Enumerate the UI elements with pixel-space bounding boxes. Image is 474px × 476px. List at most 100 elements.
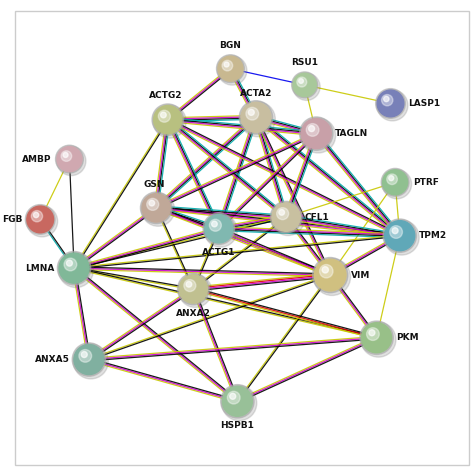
Circle shape	[392, 228, 398, 234]
Circle shape	[154, 106, 182, 134]
Circle shape	[376, 89, 405, 119]
Circle shape	[272, 202, 304, 236]
Circle shape	[149, 200, 155, 206]
Circle shape	[186, 281, 192, 287]
Circle shape	[222, 386, 253, 416]
Circle shape	[218, 56, 247, 85]
Circle shape	[301, 118, 336, 153]
Circle shape	[377, 90, 408, 121]
Text: ANXA2: ANXA2	[176, 308, 211, 317]
Circle shape	[272, 203, 301, 231]
Text: LASP1: LASP1	[408, 99, 440, 108]
Circle shape	[205, 215, 233, 243]
Circle shape	[204, 214, 237, 247]
Circle shape	[384, 220, 419, 255]
Circle shape	[270, 201, 302, 233]
Circle shape	[366, 327, 379, 340]
Circle shape	[140, 192, 172, 224]
Circle shape	[230, 393, 236, 399]
Circle shape	[142, 194, 170, 222]
Circle shape	[26, 205, 55, 234]
Circle shape	[74, 345, 104, 375]
Text: LMNA: LMNA	[25, 264, 55, 273]
Text: TPM2: TPM2	[419, 231, 447, 240]
Circle shape	[360, 321, 393, 355]
Circle shape	[57, 147, 82, 172]
Circle shape	[369, 330, 375, 336]
Circle shape	[79, 349, 91, 362]
Circle shape	[312, 258, 348, 293]
Circle shape	[72, 343, 106, 376]
Circle shape	[246, 108, 259, 120]
Circle shape	[179, 275, 208, 303]
Circle shape	[248, 109, 254, 115]
Circle shape	[221, 385, 254, 418]
Text: ANXA5: ANXA5	[35, 355, 70, 364]
Circle shape	[297, 77, 307, 87]
Circle shape	[211, 221, 217, 227]
Circle shape	[152, 104, 183, 136]
Circle shape	[61, 151, 72, 161]
Circle shape	[58, 252, 93, 288]
Circle shape	[362, 323, 392, 353]
Circle shape	[27, 206, 58, 237]
Circle shape	[361, 322, 396, 357]
Text: BGN: BGN	[219, 41, 241, 50]
Circle shape	[279, 209, 284, 215]
Text: ACTA2: ACTA2	[240, 89, 272, 98]
Circle shape	[292, 72, 318, 98]
Circle shape	[224, 62, 229, 67]
Circle shape	[387, 174, 397, 185]
Circle shape	[389, 176, 394, 181]
Circle shape	[381, 169, 409, 196]
Text: GSN: GSN	[143, 180, 164, 189]
Circle shape	[377, 90, 404, 117]
Circle shape	[319, 265, 333, 278]
Circle shape	[210, 219, 221, 231]
Circle shape	[218, 56, 243, 81]
Circle shape	[217, 55, 245, 82]
Text: AMBP: AMBP	[22, 155, 52, 164]
Circle shape	[390, 226, 402, 238]
Circle shape	[299, 79, 303, 83]
Text: PTRF: PTRF	[413, 178, 438, 187]
Circle shape	[314, 259, 346, 291]
Circle shape	[158, 110, 170, 122]
Circle shape	[147, 198, 159, 210]
Circle shape	[385, 221, 415, 251]
Circle shape	[63, 152, 68, 158]
Circle shape	[241, 102, 271, 132]
Circle shape	[33, 212, 39, 218]
Text: FGB: FGB	[2, 215, 23, 224]
Circle shape	[66, 260, 73, 266]
Circle shape	[301, 119, 331, 149]
Circle shape	[277, 208, 289, 219]
Circle shape	[313, 258, 351, 296]
Circle shape	[383, 219, 417, 252]
Circle shape	[383, 170, 408, 195]
Circle shape	[59, 253, 89, 283]
Circle shape	[382, 95, 393, 106]
Circle shape	[309, 126, 315, 131]
Circle shape	[383, 169, 411, 199]
Circle shape	[240, 102, 275, 137]
Circle shape	[161, 112, 166, 118]
Circle shape	[239, 101, 273, 134]
Text: ACTG1: ACTG1	[202, 248, 236, 257]
Circle shape	[222, 60, 233, 71]
Circle shape	[81, 352, 87, 357]
Circle shape	[222, 386, 257, 421]
Text: CFL1: CFL1	[305, 213, 329, 222]
Circle shape	[31, 210, 43, 222]
Circle shape	[203, 213, 235, 245]
Circle shape	[73, 344, 109, 379]
Circle shape	[383, 96, 389, 102]
Circle shape	[293, 73, 320, 100]
Text: TAGLN: TAGLN	[335, 129, 368, 138]
Text: PKM: PKM	[396, 333, 419, 342]
Circle shape	[142, 193, 174, 226]
Text: HSPB1: HSPB1	[220, 421, 255, 430]
Circle shape	[57, 251, 91, 285]
Circle shape	[300, 117, 333, 150]
Circle shape	[55, 145, 83, 173]
